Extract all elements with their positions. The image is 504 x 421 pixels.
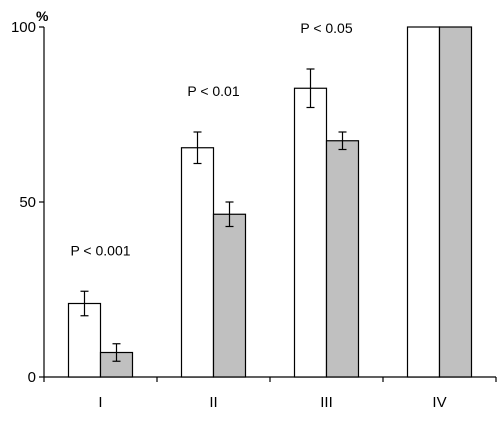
bar-series-1-ii	[180, 147, 215, 378]
y-tick-label: 50	[19, 194, 36, 211]
bars	[67, 26, 473, 378]
error-bar-series-1-i	[80, 290, 89, 317]
error-bar-series-2-ii	[225, 201, 234, 228]
x-tick-label: III	[320, 394, 333, 411]
bar-series-1-iii	[293, 87, 328, 378]
bar-series-2-iii	[325, 140, 360, 378]
bar-series-1-iv	[406, 26, 441, 378]
annotations: P < 0.001 P < 0.01 P < 0.05	[70, 20, 352, 258]
error-bars	[80, 68, 347, 362]
y-tick-label: 100	[11, 19, 36, 36]
p-value-annotation-iii: P < 0.05	[300, 20, 353, 36]
x-tick-label: I	[98, 394, 102, 411]
y-axis-unit-label: %	[36, 8, 49, 24]
p-value-annotation-i: P < 0.001	[70, 242, 130, 258]
bar-series-2-iv	[438, 26, 473, 378]
y-tick-label: 0	[28, 369, 36, 386]
error-bar-series-1-iii	[306, 68, 315, 109]
error-bar-series-1-ii	[193, 131, 202, 165]
x-tick-label: II	[209, 394, 217, 411]
error-bar-series-2-iii	[338, 131, 347, 151]
error-bar-series-2-i	[112, 343, 121, 362]
bar-series-2-ii	[212, 213, 247, 378]
x-tick-label: IV	[432, 394, 446, 411]
p-value-annotation-ii: P < 0.01	[187, 83, 240, 99]
